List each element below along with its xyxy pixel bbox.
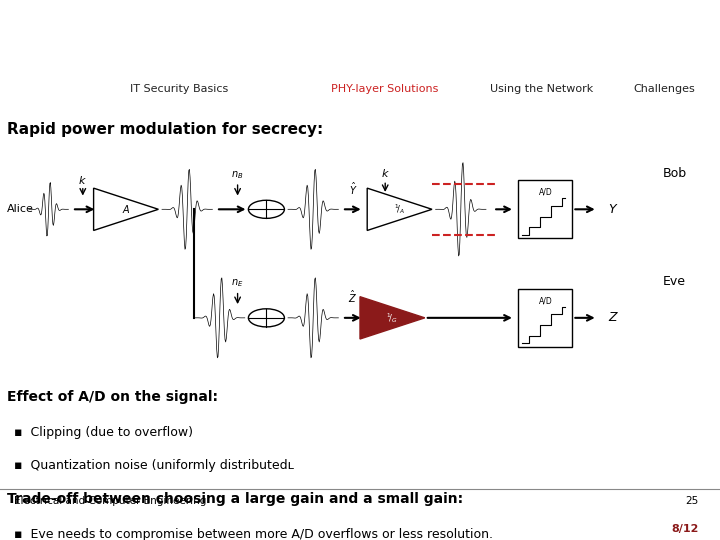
Text: A/D: A/D [539, 296, 552, 305]
Bar [518, 289, 572, 347]
Polygon shape [367, 188, 432, 231]
Text: $k$: $k$ [381, 167, 390, 179]
Text: A/D: A/D [539, 187, 552, 197]
Text: Bob: Bob [662, 167, 687, 180]
Text: 25: 25 [685, 496, 698, 507]
Text: $Y$: $Y$ [608, 203, 619, 216]
Text: Trade-off between choosing a large gain and a small gain:: Trade-off between choosing a large gain … [7, 491, 464, 505]
Text: ▪  Clipping (due to overflow): ▪ Clipping (due to overflow) [14, 427, 194, 440]
Text: $k$: $k$ [78, 174, 87, 186]
Text: Rapid power modulation for secrecy:: Rapid power modulation for secrecy: [7, 123, 323, 138]
Text: Using the Network: Using the Network [490, 84, 593, 94]
Text: $^1\!/_G$: $^1\!/_G$ [387, 311, 398, 325]
Text: $n_E$: $n_E$ [231, 277, 244, 289]
Text: 8/12: 8/12 [671, 524, 698, 535]
Text: Alice: Alice [7, 204, 34, 214]
Bar [518, 180, 572, 238]
Text: $Z$: $Z$ [608, 312, 619, 325]
Text: $A$: $A$ [122, 203, 130, 215]
Polygon shape [94, 188, 158, 231]
Text: Challenges: Challenges [634, 84, 696, 94]
Text: ▪  Quantization noise (uniformly distributedʟ: ▪ Quantization noise (uniformly distribu… [14, 459, 294, 472]
Text: Effect of A/D on the signal:: Effect of A/D on the signal: [7, 390, 218, 404]
Text: $n_B$: $n_B$ [231, 168, 244, 180]
Text: IT Security Basics: IT Security Basics [130, 84, 228, 94]
Polygon shape [360, 296, 425, 339]
Text: Eve: Eve [662, 275, 685, 288]
Text: PHY-layer Solutions: PHY-layer Solutions [331, 84, 438, 94]
Text: Electrical and Computer Engineering: Electrical and Computer Engineering [14, 496, 207, 507]
Text: $\hat{Y}$: $\hat{Y}$ [348, 180, 357, 197]
Text: ▪  Eve needs to compromise between more A/D overflows or less resolution.: ▪ Eve needs to compromise between more A… [14, 528, 493, 540]
Text: UMass Amherst: UMass Amherst [11, 18, 255, 45]
Text: $\hat{Z}$: $\hat{Z}$ [348, 289, 357, 306]
Text: $^1\!/_A$: $^1\!/_A$ [394, 202, 405, 216]
